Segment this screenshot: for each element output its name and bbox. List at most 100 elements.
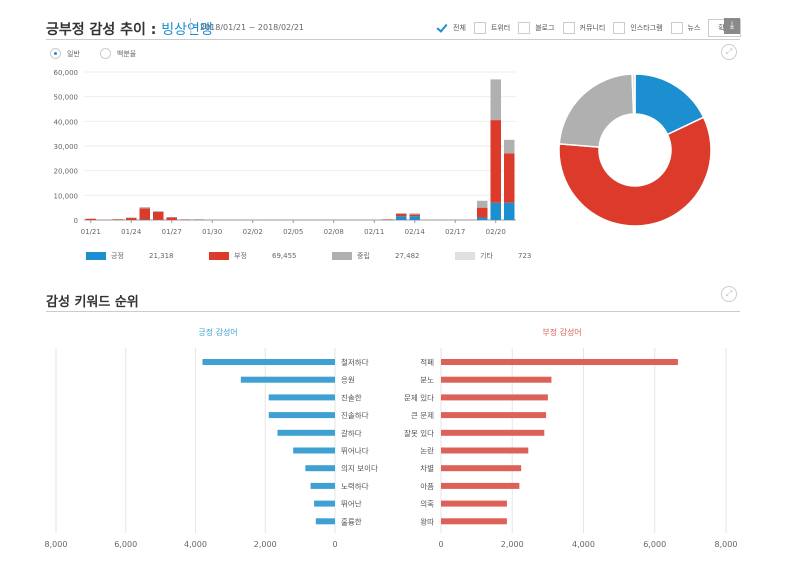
legend-positive[interactable]: 긍정 21,318: [86, 251, 209, 261]
expand-icon[interactable]: ⤢: [721, 44, 737, 60]
negative-keyword-label: 큰 문제: [411, 411, 434, 420]
x-tick-label: 01/30: [202, 228, 222, 236]
x-tick-label: 6,000: [643, 540, 666, 549]
radio-button[interactable]: [50, 48, 61, 59]
bar-segment-부정: [504, 153, 515, 203]
legend-negative[interactable]: 부정 69,455: [209, 251, 332, 261]
legend-value: 723: [518, 252, 532, 260]
positive-keyword-bar: [310, 482, 335, 489]
divider: [190, 18, 191, 34]
y-tick-label: 40,000: [54, 118, 79, 126]
legend-label: 중립: [357, 252, 370, 260]
bar-segment-긍정: [504, 202, 515, 220]
checkbox[interactable]: [562, 22, 575, 34]
x-tick-label: 01/24: [121, 228, 142, 236]
bar-segment-중립: [409, 213, 420, 215]
bar-segment-중립: [180, 219, 191, 220]
y-tick-label: 30,000: [54, 143, 79, 151]
positive-keyword-bar: [314, 500, 335, 507]
filter-label: 전체: [453, 24, 466, 32]
negative-keyword-label: 아픔: [420, 481, 434, 491]
filter-blog[interactable]: 블로그: [518, 22, 555, 34]
radio-percent[interactable]: 백분율: [99, 48, 136, 59]
legend-value: 21,318: [149, 252, 174, 260]
legend-other[interactable]: 기타 723: [455, 251, 578, 261]
negative-keyword-bar: [441, 500, 507, 507]
y-tick-label: 50,000: [54, 94, 79, 102]
checkbox[interactable]: [473, 22, 486, 34]
positive-keyword-bar: [293, 447, 335, 454]
bar-segment-긍정: [490, 202, 501, 220]
header-divider: [46, 39, 740, 40]
x-tick-label: 8,000: [45, 540, 68, 549]
bar-segment-중립: [153, 211, 164, 212]
positive-keyword-label: 철저하다: [341, 357, 369, 367]
positive-keyword-label: 진솔한: [341, 392, 362, 402]
keyword-ranking-chart: 긍정 감성어 부정 감성어 0 0 2,000 2,000 4,000 4,000 6,000 6…: [45, 327, 738, 549]
trend-stacked-bar-chart: 0 10,000 20,000 30,000 40,000 50,000 60,000 01/…: [54, 69, 516, 236]
filter-community[interactable]: 커뮤니티: [562, 22, 605, 34]
positive-keyword-bar: [268, 412, 335, 419]
filter-all[interactable]: 전체: [436, 22, 466, 34]
x-tick-label: 4,000: [572, 540, 595, 549]
bar-segment-중립: [490, 79, 501, 121]
filter-instagram[interactable]: 인스타그램: [613, 22, 663, 34]
positive-keyword-bar: [305, 465, 335, 472]
bar-segment-부정: [490, 120, 501, 203]
negative-keyword-label: 의혹: [420, 499, 434, 509]
x-tick-label: 01/21: [81, 228, 101, 236]
view-mode-radio: 일반 백분율: [50, 48, 156, 59]
checkbox[interactable]: [436, 22, 448, 34]
negative-keyword-bar: [441, 482, 520, 489]
swatch: [332, 252, 352, 260]
bar-segment-부정: [85, 218, 96, 220]
negative-keyword-label: 차별: [420, 463, 434, 473]
keyword-section-title: 감성 키워드 순위: [46, 295, 139, 310]
swatch: [209, 252, 229, 260]
negative-keyword-label: 잘못 있다: [404, 429, 434, 438]
expand-icon[interactable]: ⤢: [721, 286, 737, 302]
channel-filters: 전체 트위터 블로그 커뮤니티 인스타그램 뉴스 확인: [436, 19, 742, 37]
positive-keyword-label: 뛰어나다: [341, 446, 369, 456]
bar-segment-부정: [409, 214, 420, 217]
x-tick-label: 4,000: [184, 540, 207, 549]
section-divider: [46, 311, 740, 312]
x-tick-label: 8,000: [715, 540, 738, 549]
legend-neutral[interactable]: 중립 27,482: [332, 251, 455, 261]
checkbox[interactable]: [670, 22, 683, 34]
bar-segment-긍정: [409, 216, 420, 220]
positive-keyword-label: 진솔하다: [341, 410, 369, 420]
filter-twitter[interactable]: 트위터: [473, 22, 510, 34]
checkbox[interactable]: [613, 22, 626, 34]
swatch: [86, 252, 106, 260]
donut-slice-중립: [558, 73, 635, 148]
bar-segment-부정: [153, 211, 164, 220]
bar-segment-부정: [139, 208, 150, 220]
positive-keyword-label: 뛰어난: [341, 499, 362, 509]
swatch: [455, 252, 475, 260]
x-tick-label: 02/11: [364, 228, 384, 236]
positive-keyword-bar: [202, 359, 335, 365]
download-icon[interactable]: ⤓: [724, 18, 740, 34]
negative-keyword-label: 적폐: [420, 357, 434, 367]
x-tick-label: 2,000: [501, 540, 524, 549]
bar-segment-부정: [477, 207, 488, 218]
bar-segment-부정: [126, 218, 137, 220]
x-tick-label: 01/27: [162, 228, 182, 236]
positive-keyword-bar: [315, 518, 335, 525]
filter-news[interactable]: 뉴스: [670, 22, 700, 34]
bar-segment-부정: [166, 217, 177, 220]
y-tick-label: 60,000: [54, 69, 79, 77]
x-tick-label: 02/02: [243, 228, 263, 236]
radio-normal[interactable]: 일반: [50, 48, 80, 59]
checkbox[interactable]: [518, 22, 531, 34]
bar-segment-중립: [139, 207, 150, 209]
x-tick-label: 02/17: [445, 228, 465, 236]
radio-button[interactable]: [99, 48, 111, 59]
positive-keyword-label: 훌륭한: [341, 516, 362, 526]
x-tick-label: 0: [438, 540, 443, 549]
page-title: 긍부정 감성 추이 : 빙상연맹: [46, 19, 213, 39]
y-tick-label: 0: [74, 217, 78, 225]
bar-segment-긍정: [396, 216, 407, 220]
positive-keyword-bar: [240, 376, 335, 383]
